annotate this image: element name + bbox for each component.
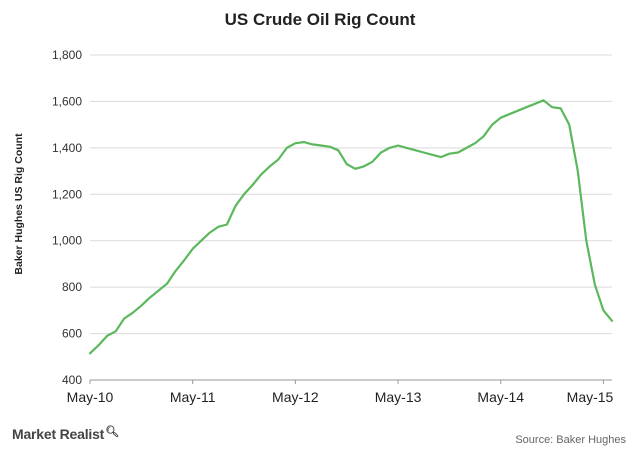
y-axis-label: Baker Hughes US Rig Count (13, 133, 25, 275)
y-tick-label: 1,600 (52, 94, 82, 108)
y-tick-label: 600 (62, 327, 82, 341)
source-note: Source: Baker Hughes (515, 434, 626, 446)
chart-title: US Crude Oil Rig Count (224, 10, 416, 29)
y-tick-label: 400 (62, 373, 82, 387)
y-axis-tick-labels: 400 600 800 1,000 1,200 1,400 1,600 1,800 (52, 48, 82, 387)
x-tick-label: May-14 (477, 389, 524, 405)
x-tick-label: May-12 (272, 389, 319, 405)
y-tick-label: 1,200 (52, 187, 82, 201)
brand-name: Market Realist (12, 426, 105, 442)
y-tick-label: 1,000 (52, 234, 82, 248)
x-tick-label: May-10 (67, 389, 114, 405)
rig-count-line (88, 99, 614, 355)
y-tick-label: 1,400 (52, 141, 82, 155)
magnifier-icon: 🔍︎ (105, 426, 119, 438)
brand-logo: Market Realist🔍︎ (12, 426, 119, 442)
x-axis-tick-labels: May-10 May-11 May-12 May-13 May-14 May-15 (67, 380, 614, 405)
gridlines (90, 54, 612, 335)
y-tick-label: 800 (62, 280, 82, 294)
series-layer (88, 99, 614, 355)
x-tick-label: May-13 (375, 389, 422, 405)
x-tick-label: May-15 (567, 389, 614, 405)
y-tick-label: 1,800 (52, 48, 82, 62)
x-tick-label: May-11 (170, 389, 216, 405)
